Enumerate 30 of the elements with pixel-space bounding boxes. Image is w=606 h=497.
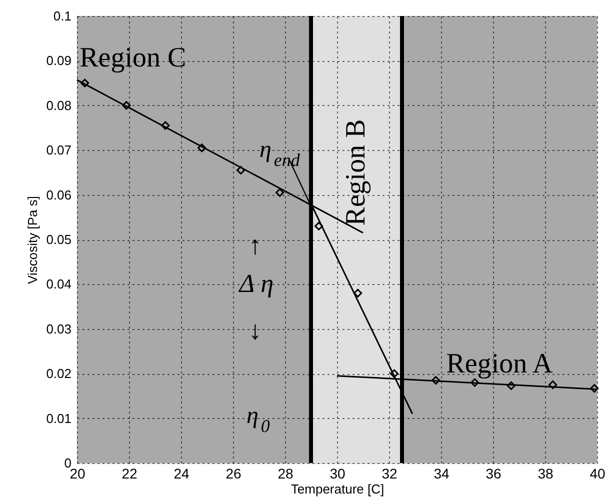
x-tick-label: 34	[434, 466, 450, 482]
band-label: Region C	[80, 42, 186, 74]
x-tick-label: 38	[538, 466, 554, 482]
y-axis-title: Viscosity [Pa s]	[25, 196, 40, 284]
y-tick-label: 0.06	[46, 187, 72, 202]
annotation: ↑	[248, 231, 262, 260]
x-tick-label: 28	[278, 466, 294, 482]
y-tick-label: 0.02	[46, 366, 72, 382]
x-axis-title: Temperature [C]	[290, 482, 384, 496]
y-tick-label: 0.07	[46, 142, 72, 158]
band-label: Region B	[340, 119, 372, 226]
y-tick-label: 0	[64, 456, 72, 470]
y-tick-label: 0.03	[46, 321, 72, 336]
x-tick-label: 30	[330, 466, 346, 482]
y-tick-label: 0.01	[46, 410, 72, 426]
y-tick-label: 0.05	[46, 232, 72, 247]
y-tick-label: 0.08	[46, 98, 72, 113]
y-tick-label: 0.09	[46, 53, 72, 68]
annotation: Δ η	[238, 269, 274, 298]
annotation: ↓	[248, 316, 262, 346]
x-tick-label: 26	[226, 466, 242, 482]
x-tick-label: 36	[486, 466, 502, 482]
x-tick-label: 24	[174, 466, 190, 482]
x-tick-label: 22	[122, 466, 138, 482]
y-tick-label: 0.1	[53, 8, 72, 24]
y-tick-label: 0.04	[46, 276, 72, 292]
x-tick-label: 32	[382, 466, 398, 482]
band-label: Region A	[446, 348, 554, 380]
x-tick-label: 40	[590, 466, 606, 482]
x-tick-label: 20	[70, 466, 86, 482]
